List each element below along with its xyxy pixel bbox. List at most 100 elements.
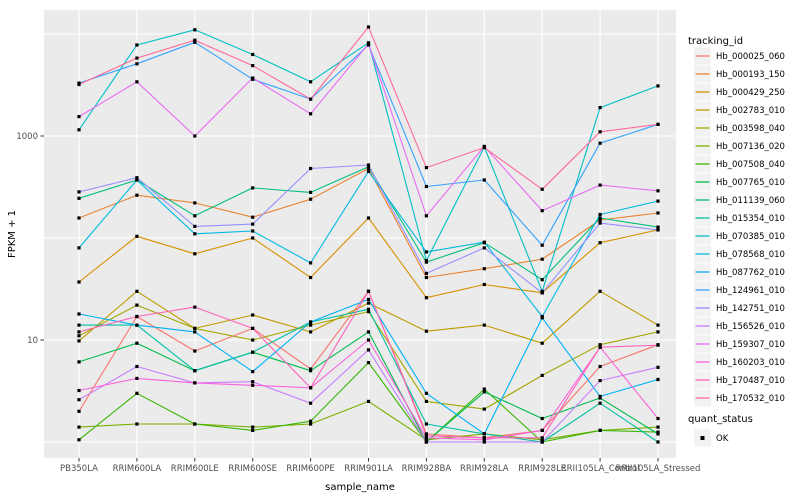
legend-entry-label: Hb_078568_010 [716, 250, 785, 260]
data-point [424, 440, 428, 444]
data-point [424, 166, 428, 170]
data-point [251, 186, 255, 190]
data-point [598, 394, 602, 398]
axes: 1000 10 PB350LA RRIM600LA RRIM600LE RRIM600SE… [16, 132, 700, 474]
legend-entry-Hb_087762_010: Hb_087762_010 [694, 263, 785, 281]
data-point [598, 183, 602, 187]
data-point [656, 122, 660, 126]
legend-entry-label: Hb_156526_010 [716, 322, 785, 332]
data-point [482, 390, 486, 394]
data-point [135, 43, 139, 47]
legend-entry-Hb_000025_060: Hb_000025_060 [694, 47, 785, 65]
data-point [656, 330, 660, 334]
x-tick-label: RRIM928LA [460, 464, 509, 474]
data-point [482, 440, 486, 444]
data-point [193, 326, 197, 330]
data-point [540, 436, 544, 440]
legend-key-point [700, 436, 705, 440]
data-point [135, 314, 139, 319]
data-point [77, 190, 81, 194]
data-point [193, 224, 197, 228]
x-axis-title: sample_name [325, 482, 395, 493]
data-point [77, 334, 81, 338]
data-point [251, 76, 255, 80]
data-point [540, 416, 544, 421]
legend-entry-label: Hb_070385_010 [716, 232, 785, 242]
data-point [77, 216, 81, 220]
data-point [77, 388, 81, 393]
data-point [366, 348, 371, 352]
y-tick-label: 10 [27, 336, 38, 346]
data-point [77, 398, 81, 402]
data-point [366, 169, 371, 173]
data-point [482, 282, 486, 287]
x-tick-label: RRIM928LE [518, 464, 566, 474]
legend-entry-label: Hb_003598_040 [716, 124, 785, 134]
data-point [193, 422, 197, 426]
data-point [251, 52, 255, 57]
legend-entry-Hb_003598_040: Hb_003598_040 [694, 119, 785, 137]
data-point [135, 289, 139, 293]
data-point [251, 215, 255, 219]
data-point [309, 261, 313, 265]
data-point [656, 432, 660, 436]
data-point [193, 252, 197, 256]
legend-entry-Hb_170487_010: Hb_170487_010 [694, 371, 785, 389]
data-point [309, 422, 313, 426]
data-point [424, 259, 428, 263]
legend-entry-label: Hb_087762_010 [716, 268, 785, 278]
y-tick-label: 1000 [16, 132, 38, 142]
data-point [251, 425, 255, 429]
data-point [540, 428, 544, 432]
data-point [366, 297, 371, 301]
data-point [598, 401, 602, 405]
legend-entry-Hb_159307_010: Hb_159307_010 [694, 335, 785, 353]
data-point [598, 106, 602, 110]
data-point [656, 416, 660, 421]
data-point [251, 338, 255, 342]
data-point [251, 313, 255, 317]
data-point [251, 236, 255, 240]
data-point [193, 381, 197, 385]
data-point [135, 56, 139, 60]
data-point [424, 432, 428, 436]
data-point [540, 341, 544, 345]
data-point [193, 369, 197, 373]
data-point [77, 330, 81, 334]
legend: Hb_000025_060 Hb_000193_150 Hb_000429_250 H… [694, 47, 785, 447]
data-point [424, 214, 428, 218]
data-point [424, 391, 428, 395]
data-point [424, 329, 428, 333]
panel-background [44, 10, 676, 458]
legend-entry-label: Hb_000193_150 [716, 70, 785, 80]
data-point [424, 275, 428, 280]
data-point [135, 364, 139, 369]
data-point [598, 345, 602, 349]
data-point [135, 376, 139, 380]
data-point [193, 330, 197, 334]
data-point [77, 438, 81, 442]
data-point [77, 280, 81, 284]
data-point [309, 419, 313, 423]
data-point [135, 178, 139, 182]
x-tick-label: RRII105LA_Control [561, 464, 640, 474]
data-point [193, 349, 197, 353]
data-point [193, 38, 197, 42]
legend-title-tracking-id: tracking_id [688, 36, 743, 47]
data-point [77, 115, 81, 119]
data-point [424, 271, 428, 275]
data-point [540, 373, 544, 377]
data-point [598, 379, 602, 383]
legend-entry-label: Hb_007765_010 [716, 178, 785, 188]
data-point [482, 267, 486, 271]
data-point [424, 422, 428, 426]
data-point [309, 80, 313, 84]
data-point [251, 350, 255, 354]
data-point [598, 218, 602, 222]
data-point [656, 365, 660, 369]
data-point [309, 166, 313, 171]
data-point [540, 440, 544, 444]
data-point [598, 428, 602, 432]
data-point [135, 234, 139, 238]
data-point [424, 399, 428, 403]
